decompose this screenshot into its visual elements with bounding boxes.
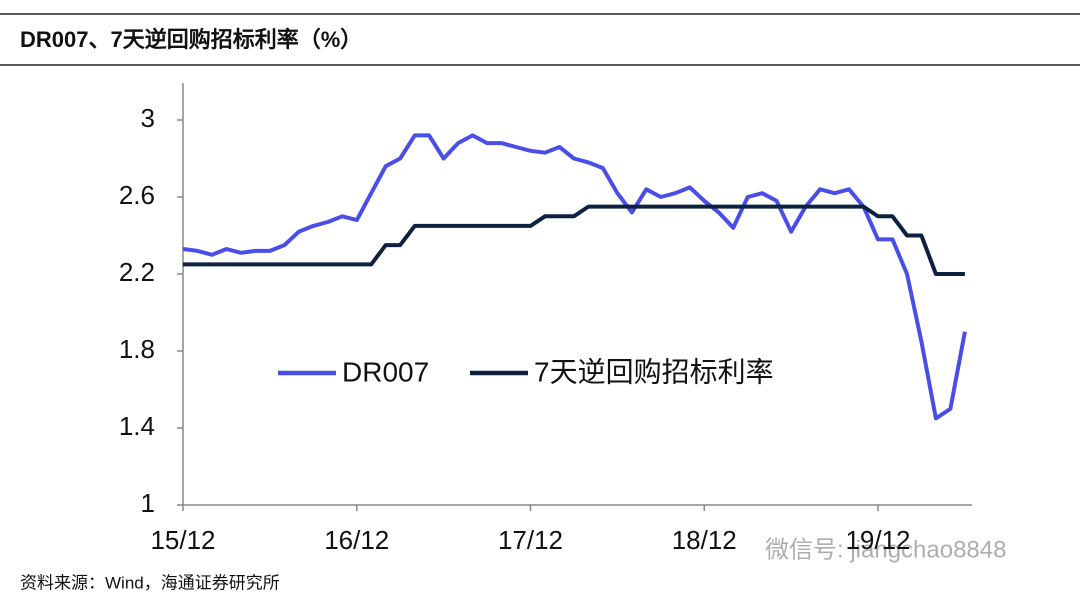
x-tick-label: 16/12 [324,525,389,555]
y-tick-label: 1.8 [119,334,155,364]
legend-label: DR007 [342,356,429,387]
chart-title: DR007、7天逆回购招标利率（%） [20,27,362,52]
x-tick-label: 19/12 [845,525,910,555]
x-tick-label: 18/12 [672,525,737,555]
y-tick-label: 1.4 [119,411,155,441]
y-tick-label: 2.6 [119,180,155,210]
series-line [182,133,967,421]
y-tick-label: 2.2 [119,257,155,287]
x-tick-label: 15/12 [150,525,215,555]
watermark: 微信号: jiangchao8848 [765,536,1006,563]
series-line [183,204,965,276]
x-tick-label: 17/12 [498,525,563,555]
y-tick-label: 1 [141,488,155,518]
source-note: 资料来源：Wind，海通证券研究所 [20,573,280,592]
y-tick-label: 3 [141,103,155,133]
legend-label: 7天逆回购招标利率 [534,356,774,387]
